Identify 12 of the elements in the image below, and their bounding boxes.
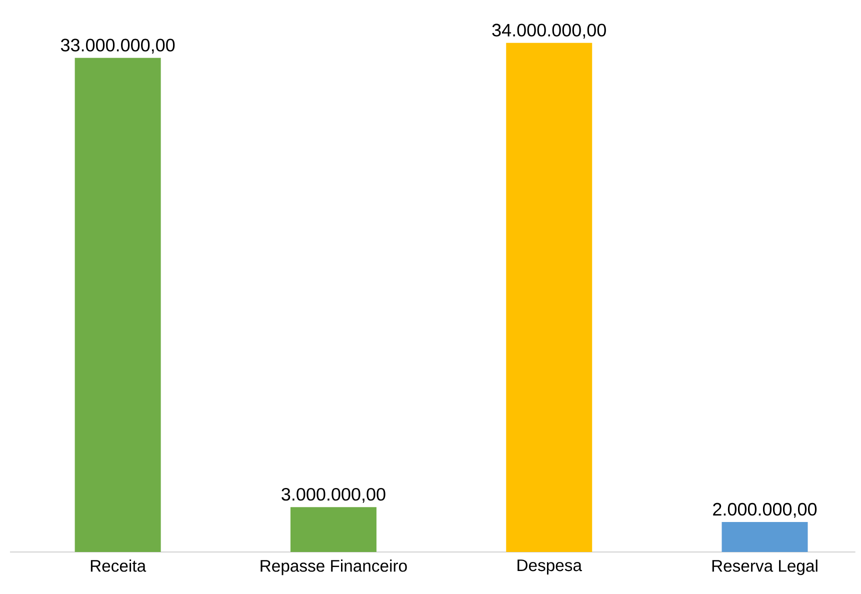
x-tick-label: Despesa: [518, 560, 582, 574]
x-tick-label: Repasse Financeiro: [260, 560, 407, 576]
bar: [290, 507, 376, 552]
x-tick-label: Reserva Legal: [712, 560, 818, 576]
data-label: 2.000.000,00: [713, 502, 817, 518]
bar: [74, 58, 161, 552]
bar: [722, 522, 808, 552]
bar: [506, 42, 592, 552]
x-tick-label: Receita: [90, 560, 146, 572]
data-label: 34.000.000,00: [492, 24, 606, 39]
data-label: 3.000.000,00: [282, 488, 386, 503]
data-label: 33.000.000,00: [60, 38, 175, 54]
